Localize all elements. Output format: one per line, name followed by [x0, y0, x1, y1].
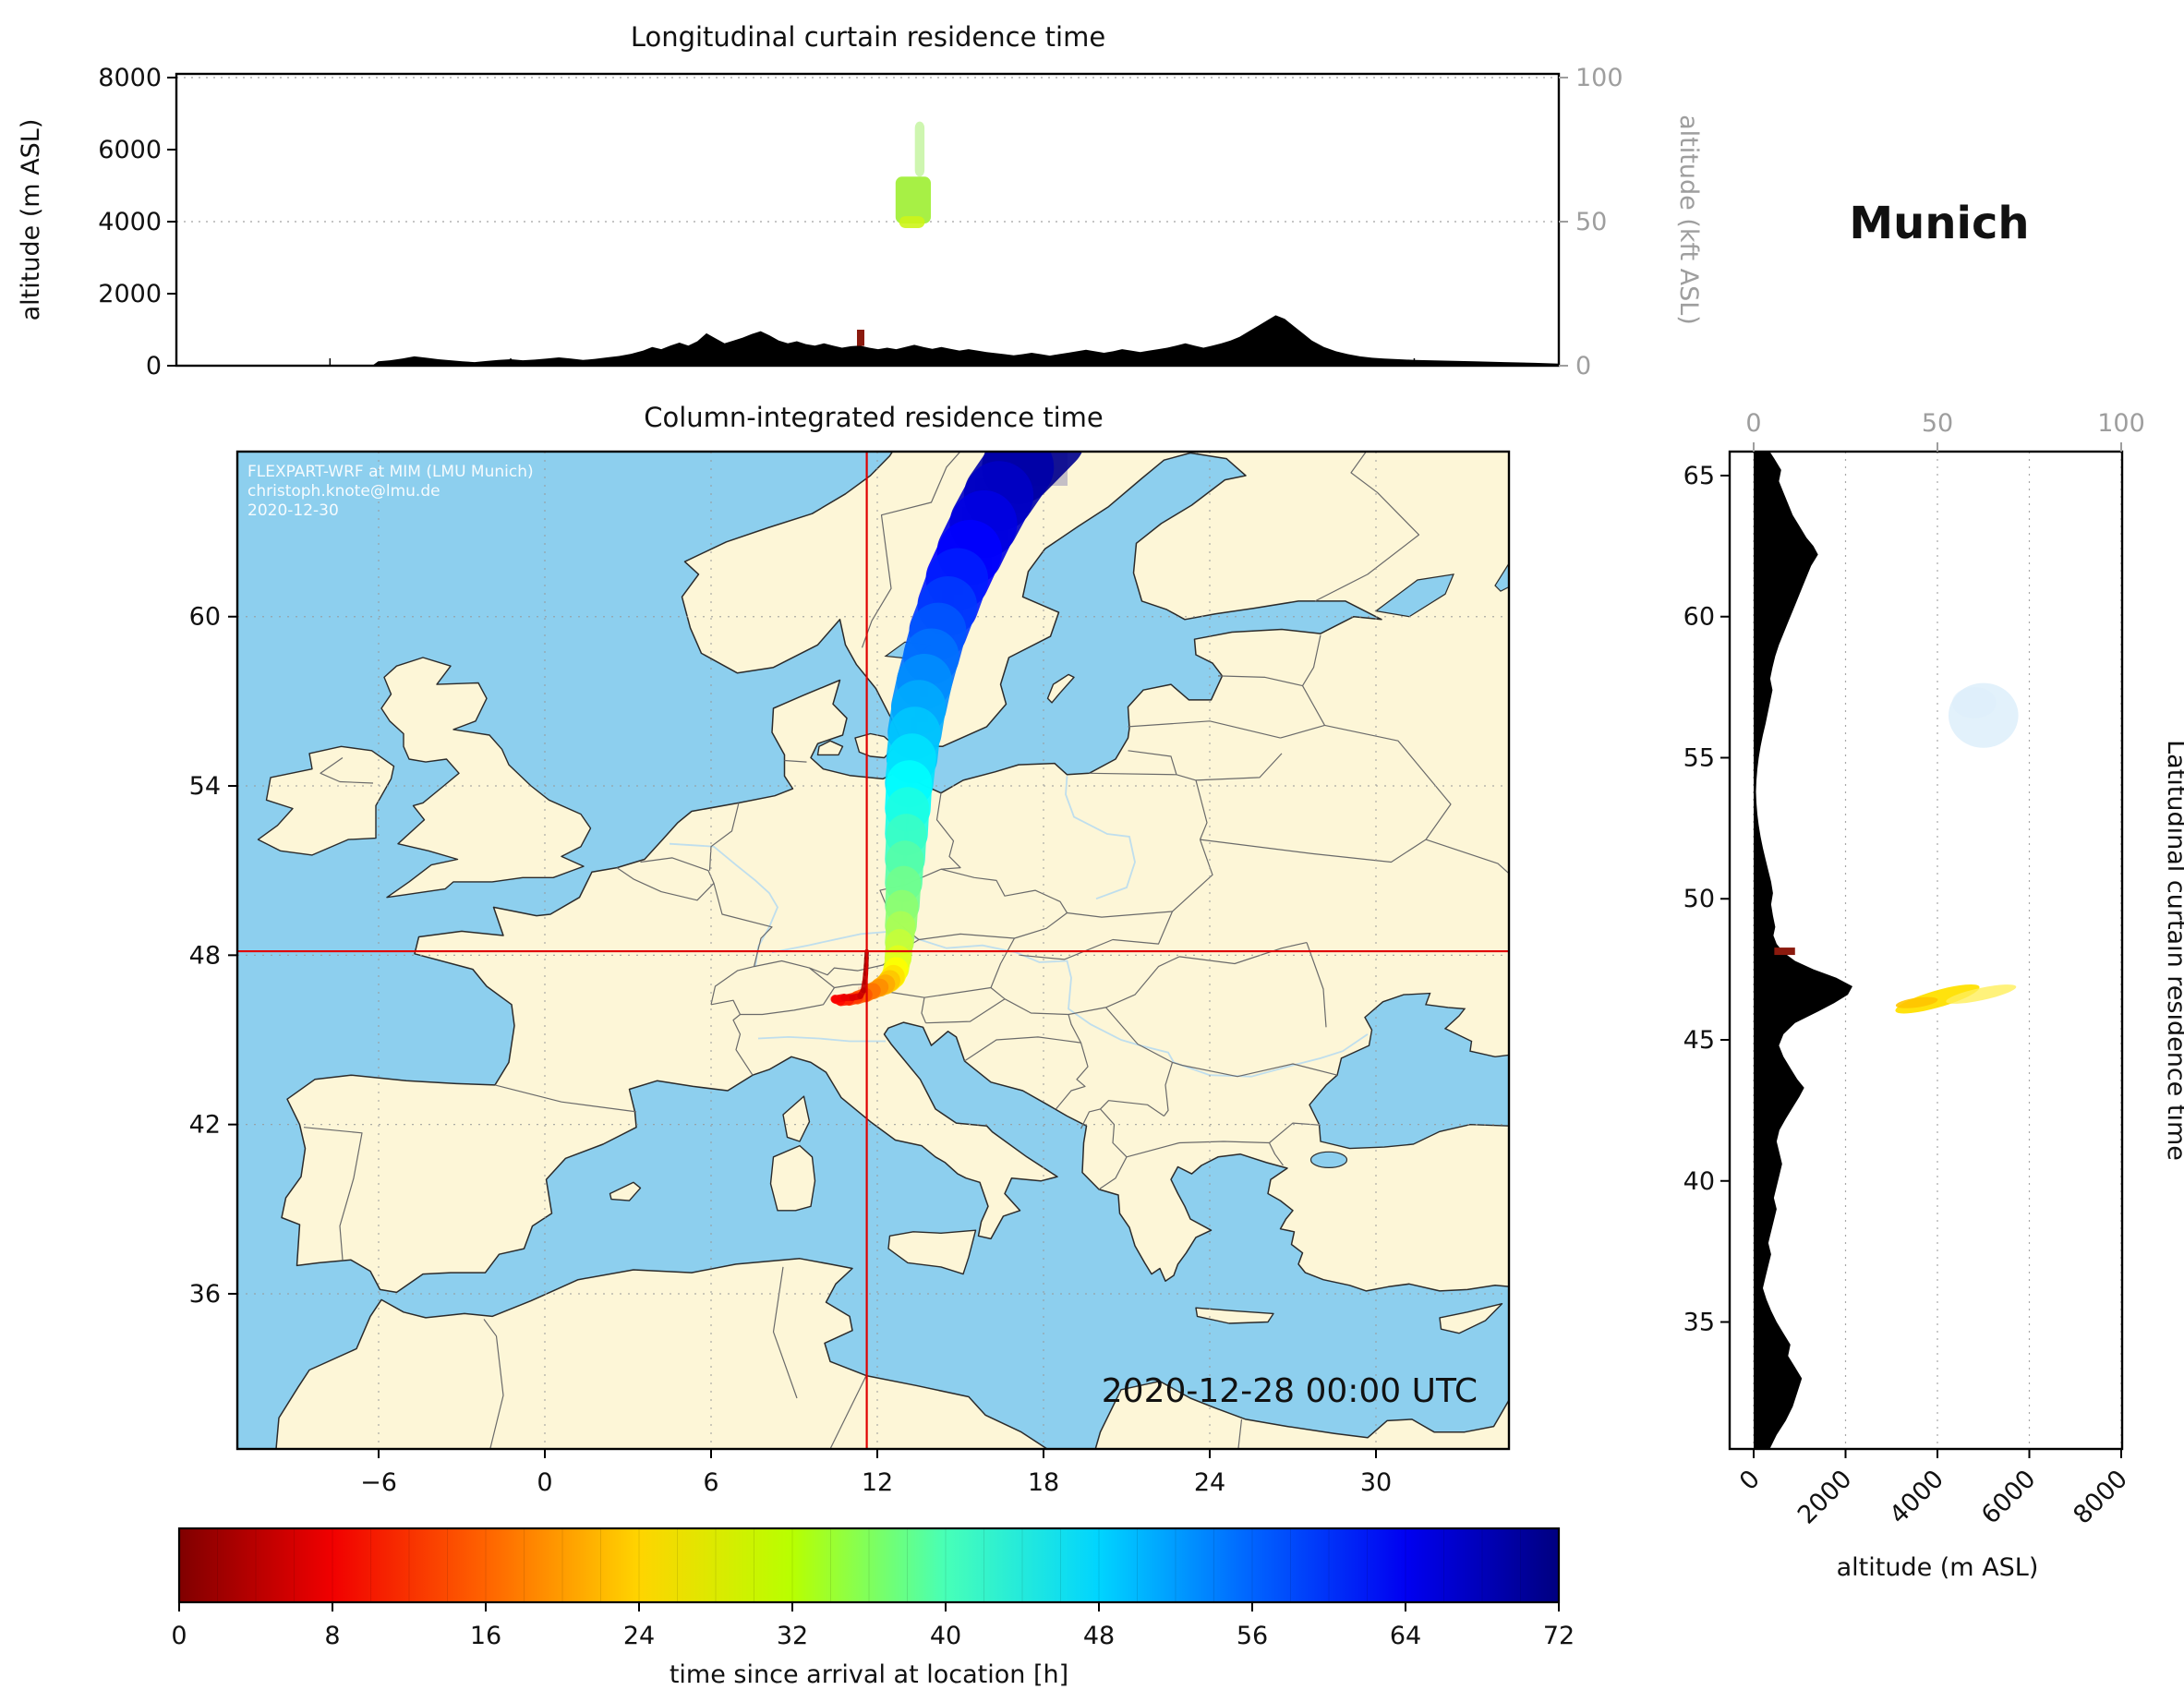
map-watermark-line2: christoph.knote@lmu.de: [247, 482, 440, 501]
lat-tick-label: 54: [189, 772, 221, 801]
map-title: Column-integrated residence time: [644, 402, 1104, 433]
map-timestamp: 2020-12-28 00:00 UTC: [1102, 1372, 1478, 1410]
sea-of-marmara: [1311, 1152, 1347, 1167]
residence-blob-2: [899, 216, 925, 228]
colorbar-tick-label: 64: [1390, 1622, 1421, 1650]
lon-tick-label: 18: [1028, 1468, 1059, 1497]
lon-tick-label: 24: [1194, 1468, 1225, 1497]
alt-tick-label: 0: [146, 352, 162, 380]
colorbar-tick-label: 8: [324, 1622, 340, 1650]
alt-tick-label: 2000: [98, 280, 162, 308]
colorbar-tick-label: 0: [171, 1622, 187, 1650]
colorbar-tick-label: 32: [777, 1622, 808, 1650]
alt-tick-label: 8000: [98, 64, 162, 92]
lat-tick-label-right: 55: [1683, 743, 1715, 772]
lon-tick-label: −6: [360, 1468, 397, 1497]
residence-blob-1: [915, 122, 924, 177]
kft-tick-label-top: 50: [1922, 409, 1953, 438]
kft-tick-label: 50: [1575, 208, 1607, 236]
lon-tick-label: 30: [1360, 1468, 1392, 1497]
top-panel-ylabel-right: altitude (kft ASL): [1674, 115, 1703, 325]
map-watermark-line3: 2020-12-30: [247, 501, 339, 520]
right-panel-side-label: Latitudinal curtain residence time: [2162, 740, 2184, 1161]
top-panel-title: Longitudinal curtain residence time: [631, 21, 1105, 53]
lat-tick-label: 42: [189, 1111, 221, 1140]
top-panel-ylabel: altitude (m ASL): [17, 119, 45, 321]
lat-tick-label: 48: [189, 941, 221, 970]
lon-tick-label: 6: [703, 1468, 718, 1497]
lat-tick-label-right: 45: [1683, 1026, 1715, 1055]
lat-tick-label: 60: [189, 603, 221, 632]
alt-tick-label: 4000: [98, 208, 162, 236]
right-panel-xlabel: altitude (m ASL): [1837, 1553, 2039, 1582]
map-panel: −6 0 6 12 18 24 30 36 42 48 54 60: [189, 433, 1556, 1497]
residence-blob-lat-4: [1952, 687, 1997, 718]
island-3: [771, 1146, 815, 1211]
receptor-marker-longitudinal: [857, 330, 864, 346]
lat-tick-label-right: 40: [1683, 1167, 1715, 1196]
colorbar-tick-label: 56: [1237, 1622, 1268, 1650]
colorbar-tick-label: 16: [470, 1622, 501, 1650]
lat-tick-label-right: 60: [1683, 603, 1715, 632]
lat-tick-label-right: 50: [1683, 885, 1715, 913]
colorbar-tick-label: 40: [930, 1622, 961, 1650]
lon-tick-label: 0: [537, 1468, 552, 1497]
lat-tick-label: 36: [189, 1280, 221, 1309]
map-watermark-line1: FLEXPART-WRF at MIM (LMU Munich): [247, 463, 534, 481]
kft-tick-label-top: 100: [2097, 409, 2145, 438]
alt-tick-label: 6000: [98, 136, 162, 164]
lon-tick-label: 12: [862, 1468, 893, 1497]
receptor-marker-latitudinal: [1774, 948, 1794, 955]
lat-tick-label-right: 65: [1683, 462, 1715, 490]
kft-tick-label: 0: [1575, 352, 1591, 380]
kft-tick-label-top: 0: [1745, 409, 1761, 438]
colorbar-tick-label: 48: [1083, 1622, 1115, 1650]
station-title: Munich: [1849, 198, 2029, 249]
colorbar-tick-label: 24: [623, 1622, 655, 1650]
colorbar-tick-label: 72: [1543, 1622, 1575, 1650]
kft-tick-label: 100: [1575, 64, 1623, 92]
colorbar-label: time since arrival at location [h]: [670, 1660, 1068, 1689]
lat-tick-label-right: 35: [1683, 1309, 1715, 1337]
